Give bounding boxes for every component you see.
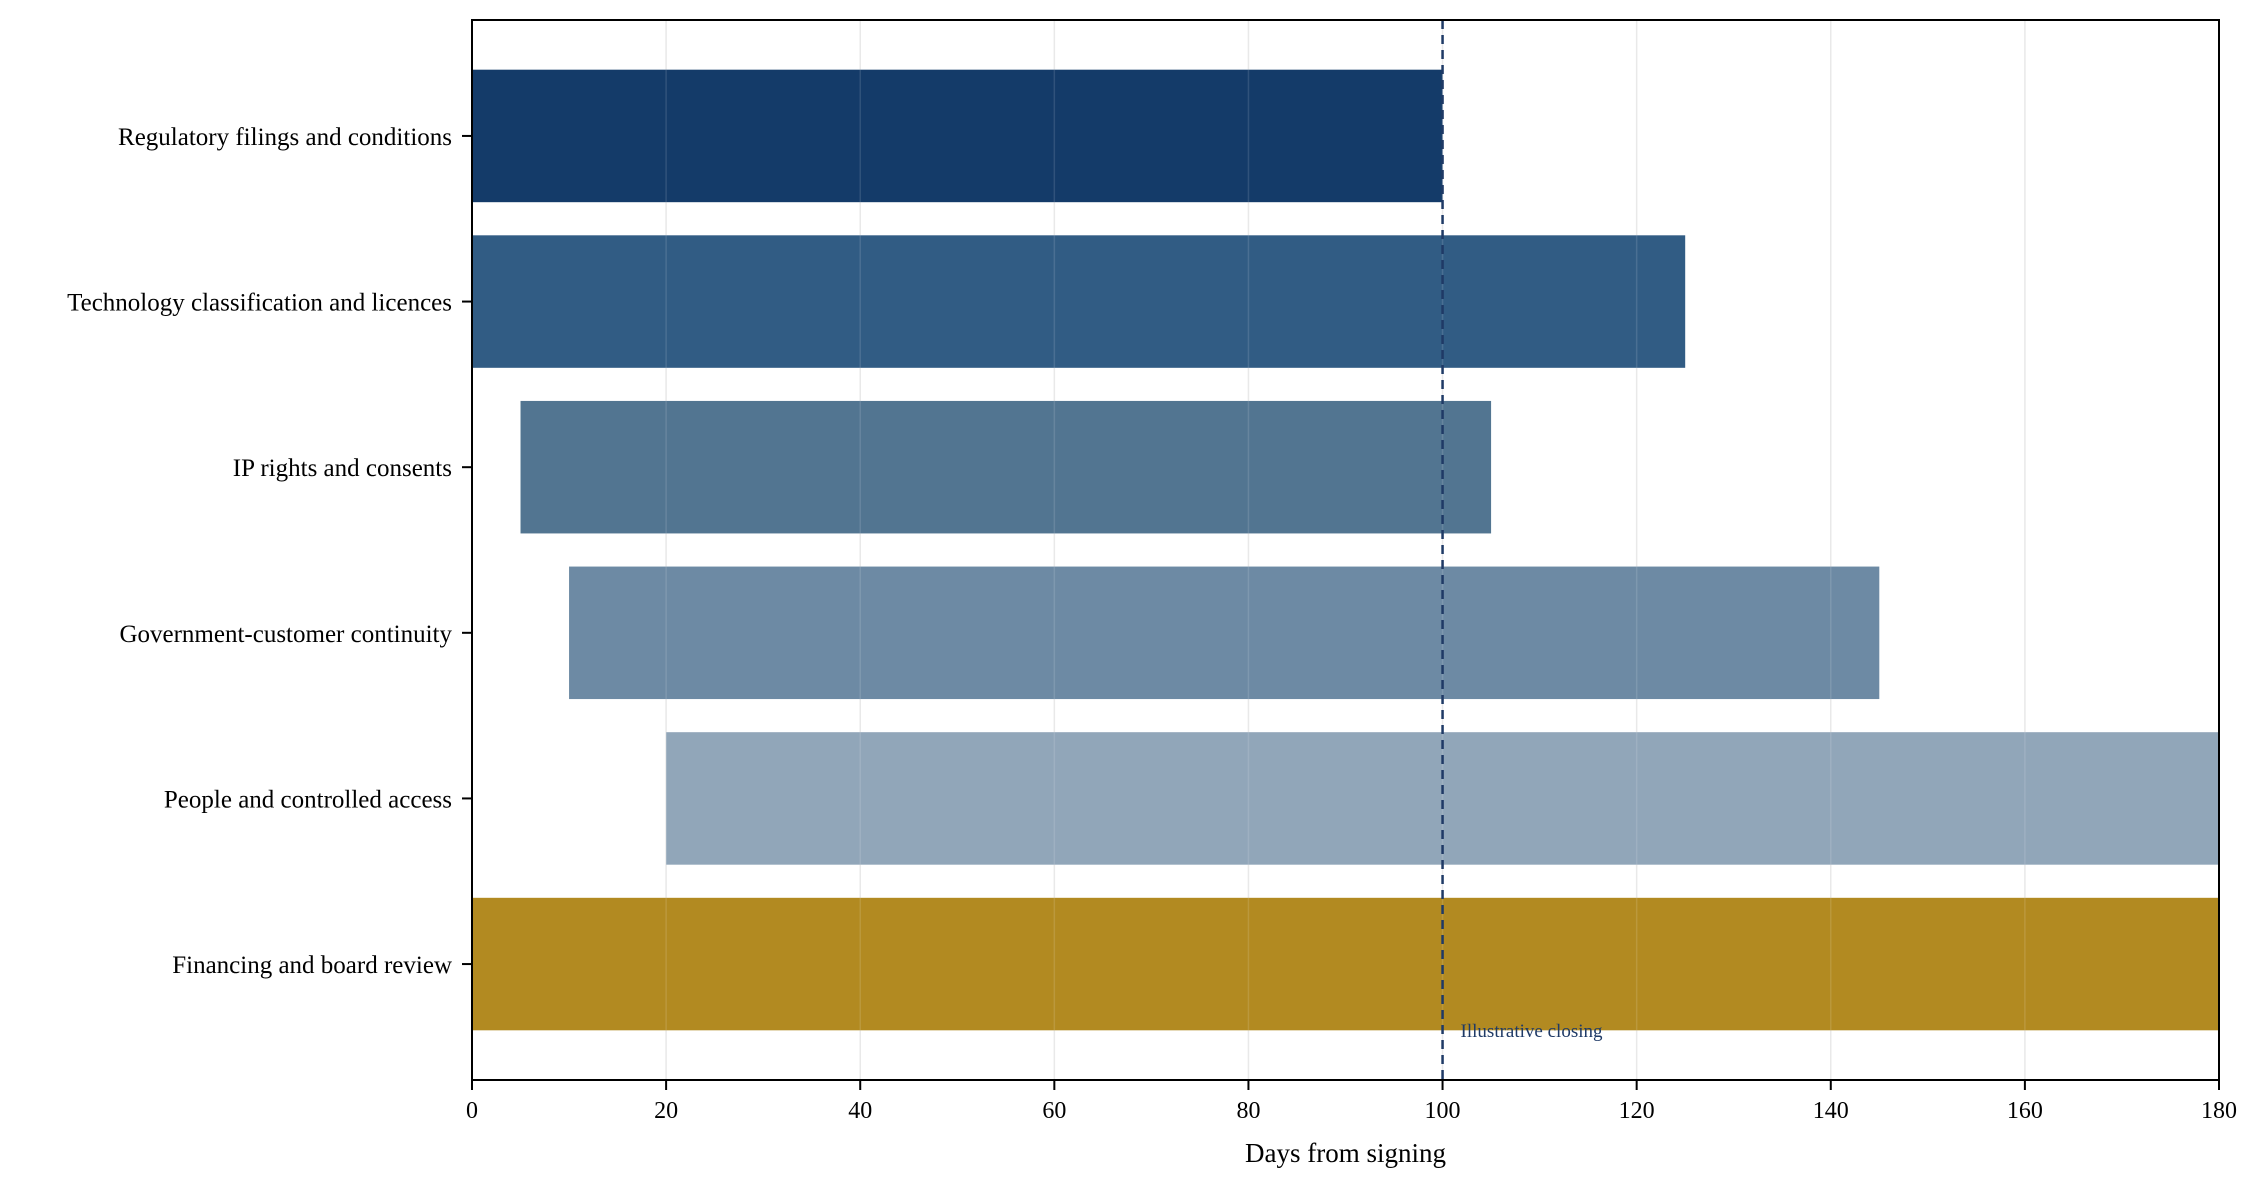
x-tick-label: 160 (2007, 1098, 2043, 1124)
y-tick-label: Government-customer continuity (119, 621, 452, 648)
x-tick-label: 140 (1813, 1098, 1849, 1124)
y-tick-label: Financing and board review (172, 952, 452, 979)
plot-frame (471, 19, 2220, 1081)
bars (471, 20, 2220, 1080)
x-tick-label: 120 (1619, 1098, 1655, 1124)
bar (666, 732, 2219, 865)
bar (569, 566, 1880, 700)
bar (520, 400, 1492, 534)
y-tick-label: Technology classification and licences (67, 290, 452, 317)
y-tick-label: Regulatory filings and conditions (118, 124, 452, 151)
x-tick-label: 20 (654, 1098, 678, 1124)
x-tick-label: 0 (466, 1098, 478, 1124)
reference-line-label: Illustrative closing (1461, 1021, 1603, 1042)
x-axis: 0 20 40 60 80 100 120 140 160 180 (466, 1080, 2237, 1124)
x-tick-label: 80 (1236, 1098, 1260, 1124)
x-tick-label: 180 (2201, 1098, 2237, 1124)
y-tick-label: People and controlled access (164, 786, 452, 813)
reference-line-group: Illustrative closing (1441, 20, 1603, 1080)
x-tick-label: 40 (848, 1098, 872, 1124)
bar (472, 69, 1443, 203)
x-tick-label: 60 (1042, 1098, 1066, 1124)
x-axis-label: Days from signing (1245, 1138, 1446, 1168)
bar (472, 235, 1686, 368)
y-axis: Regulatory filings and conditions Technol… (67, 124, 472, 979)
bar (472, 897, 2219, 1031)
y-tick-label: IP rights and consents (233, 455, 452, 482)
x-tick-label: 100 (1425, 1098, 1461, 1124)
